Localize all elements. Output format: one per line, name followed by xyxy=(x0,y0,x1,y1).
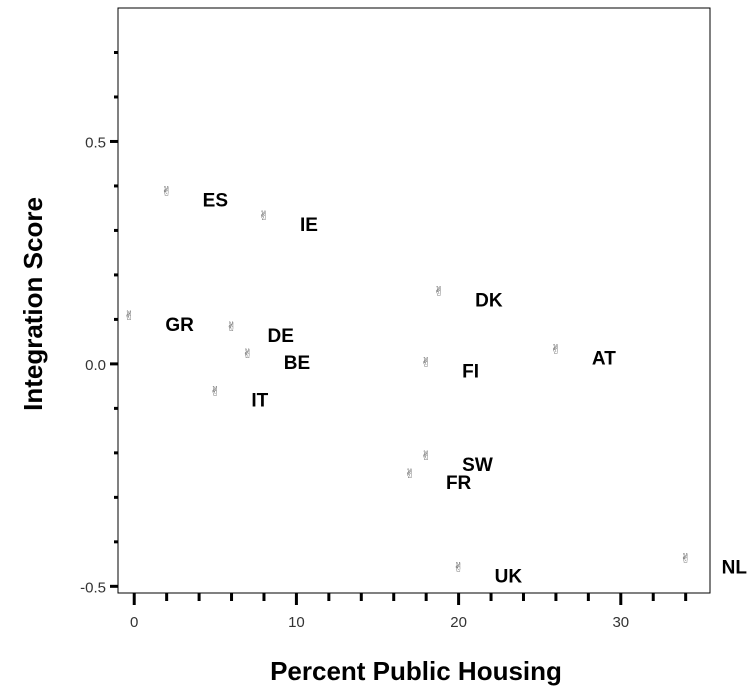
point-marker: ✌ xyxy=(421,449,432,464)
point-label: AT xyxy=(592,348,616,369)
point-label: FI xyxy=(462,362,479,383)
point-label: GR xyxy=(165,315,194,336)
x-tick-label: 20 xyxy=(450,614,467,631)
point-marker: ✌ xyxy=(434,284,445,299)
data-point: ✌ DE xyxy=(226,320,294,347)
y-axis-title: Integration Score xyxy=(18,197,48,411)
point-label: FR xyxy=(446,473,472,494)
point-marker: ✌ xyxy=(404,467,415,482)
point-marker: ✌ xyxy=(210,385,221,400)
point-label: NL xyxy=(722,557,748,578)
data-point: ✌ IE xyxy=(259,209,318,236)
point-label: DE xyxy=(268,326,294,347)
data-point: ✌ BE xyxy=(242,347,310,374)
plot-frame xyxy=(118,8,710,593)
data-point: ✌ UK xyxy=(453,560,522,587)
data-point: ✌ FI xyxy=(421,356,479,383)
point-label: DK xyxy=(475,290,503,311)
point-marker: ✌ xyxy=(453,560,464,575)
point-label: IT xyxy=(251,391,268,412)
y-tick-label: 0.0 xyxy=(85,357,106,374)
y-tick-label: -0.5 xyxy=(80,579,106,596)
point-marker: ✌ xyxy=(259,209,270,224)
point-marker: ✌ xyxy=(161,184,172,199)
point-label: BE xyxy=(284,353,310,374)
x-axis: 0 10 20 30 xyxy=(130,593,686,631)
x-tick-label: 30 xyxy=(612,614,629,631)
data-point: ✌ IT xyxy=(210,385,269,412)
data-point: ✌ AT xyxy=(550,342,616,369)
point-label: ES xyxy=(203,190,228,211)
data-point: ✌ DK xyxy=(434,284,503,311)
x-tick-label: 0 xyxy=(130,614,138,631)
point-marker: ✌ xyxy=(226,320,237,335)
x-tick-label: 10 xyxy=(288,614,305,631)
point-marker: ✌ xyxy=(242,347,253,362)
data-point: ✌ NL xyxy=(680,551,747,578)
y-tick-label: 0.5 xyxy=(85,134,106,151)
point-marker: ✌ xyxy=(550,342,561,357)
point-marker: ✌ xyxy=(421,356,432,371)
point-label: UK xyxy=(495,566,523,587)
point-label: IE xyxy=(300,215,318,236)
point-marker: ✌ xyxy=(680,551,691,566)
point-marker: ✌ xyxy=(124,309,135,324)
data-points: ✌ ES✌ IE✌ GR ✌ DE✌ BE✌ IT✌ DK✌ FI✌ AT✌ SW✌ FR✌ UK✌ NL xyxy=(124,184,747,587)
data-point: ✌ GR xyxy=(124,309,194,336)
data-point: ✌ ES xyxy=(161,184,228,211)
y-axis: -0.5 0.0 0.5 xyxy=(80,52,118,596)
x-axis-title: Percent Public Housing xyxy=(270,656,562,686)
